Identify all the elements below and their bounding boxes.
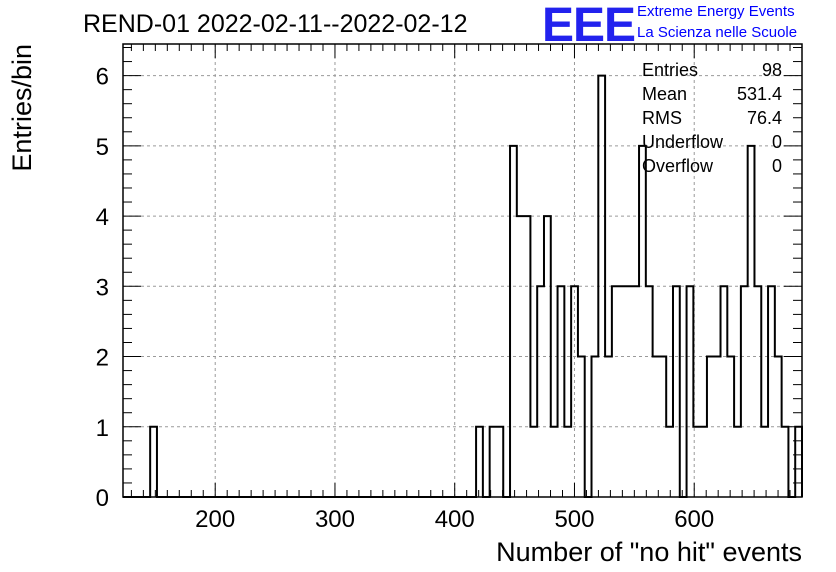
stats-label: Mean [642, 84, 688, 104]
histogram-bin [761, 427, 768, 497]
histogram-bin [754, 286, 761, 497]
y-tick-label: 6 [96, 64, 109, 91]
y-tick-label: 1 [96, 415, 109, 442]
histogram-bin [619, 286, 626, 497]
stats-row-entries: Entries 98 [642, 60, 782, 84]
stats-box: Entries 98 Mean 531.4 RMS 76.4 Underflow… [642, 60, 782, 180]
histogram-bin [490, 427, 497, 497]
stats-value: 0 [771, 132, 782, 152]
stats-label: RMS [642, 108, 682, 128]
histogram-bin [632, 286, 639, 497]
histogram-bin [612, 286, 619, 497]
chart-title: REND-01 2022-02-11--2022-02-12 [83, 10, 468, 38]
histogram-bin [700, 427, 707, 497]
histogram-bin [510, 146, 517, 497]
histogram-bin [558, 286, 565, 497]
stats-value: 76.4 [746, 108, 782, 128]
stats-label: Entries [642, 60, 699, 80]
stats-label: Underflow [642, 132, 724, 152]
x-tick-label: 400 [435, 506, 475, 533]
histogram-bin [639, 146, 646, 497]
histogram-bin [666, 427, 673, 497]
y-tick-label: 0 [96, 485, 109, 512]
histogram-bin [734, 427, 741, 497]
y-tick-label: 5 [96, 134, 109, 161]
logo-line-2: La Scienza nelle Scuole [637, 24, 798, 41]
y-tick-label: 4 [96, 204, 109, 231]
stats-row-mean: Mean 531.4 [642, 84, 782, 108]
histogram-bin [768, 286, 775, 497]
stats-value: 0 [771, 156, 782, 176]
logo-line-1: Extreme Energy Events [637, 3, 795, 20]
histogram-bin [782, 427, 789, 497]
x-tick-label: 200 [195, 506, 235, 533]
stats-row-rms: RMS 76.4 [642, 108, 782, 132]
y-axis-label: Entries/bin [7, 44, 37, 172]
y-tick-label: 2 [96, 345, 109, 372]
stats-value: 531.4 [736, 84, 782, 104]
stats-row-underflow: Underflow 0 [642, 132, 782, 156]
x-tick-label: 600 [674, 506, 714, 533]
histogram-bin [551, 427, 558, 497]
histogram-bin [150, 427, 157, 497]
histogram-bin [795, 427, 802, 497]
plot-frame [122, 43, 803, 498]
histogram-bin [646, 286, 653, 497]
x-tick-label: 500 [554, 506, 594, 533]
histogram-bin [741, 286, 748, 497]
stats-value: 98 [761, 60, 782, 80]
histogram-bin [530, 427, 537, 497]
x-axis-label: Number of "no hit" events [496, 537, 802, 567]
stats-label: Overflow [642, 156, 714, 176]
histogram-bin [537, 286, 544, 497]
x-tick-label: 300 [315, 506, 355, 533]
histogram-bin [687, 286, 694, 497]
histogram-bin [496, 427, 503, 497]
histogram-bin [564, 427, 571, 497]
y-tick-label: 3 [96, 274, 109, 301]
histogram-bin [476, 427, 483, 497]
histogram-bin [673, 286, 680, 497]
stats-row-overflow: Overflow 0 [642, 156, 782, 180]
histogram-bin [748, 146, 755, 497]
histogram-bin [721, 286, 728, 497]
histogram-bin [625, 286, 632, 497]
